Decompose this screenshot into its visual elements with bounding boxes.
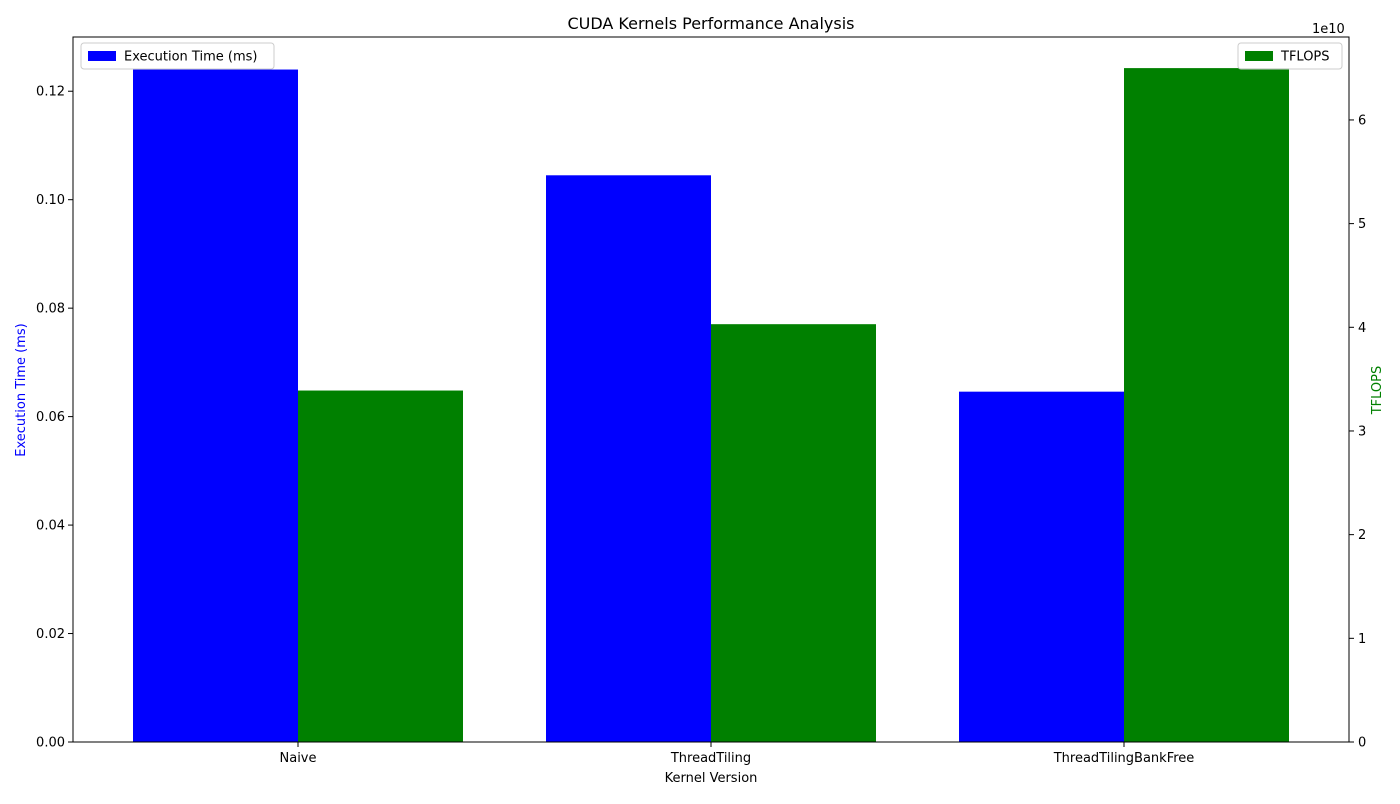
x-axis-label: Kernel Version [665,771,758,786]
right-tick-label: 6 [1358,113,1366,128]
left-tick-label: 0.08 [36,302,65,317]
chart-title: CUDA Kernels Performance Analysis [567,14,854,33]
legend-swatch [1245,51,1273,61]
bar-tflops-naive [298,390,463,742]
x-tick-label: ThreadTiling [670,751,751,766]
left-tick-label: 0.00 [36,736,65,751]
right-tick-label: 2 [1358,528,1366,543]
bar-execution-time-threadtilingbankfree [959,391,1124,742]
right-axis-label: TFLOPS [1370,366,1385,416]
legend-label: TFLOPS [1280,50,1330,65]
right-axis-ticks: 0 1 2 3 4 5 6 [1349,113,1366,751]
left-tick-label: 0.10 [36,193,65,208]
left-tick-label: 0.04 [36,519,65,534]
right-axis-offset-label: 1e10 [1312,22,1345,37]
right-tick-label: 0 [1358,736,1366,751]
right-tick-label: 4 [1358,321,1366,336]
right-tick-label: 1 [1358,632,1366,647]
x-axis-ticks: Naive ThreadTiling ThreadTilingBankFree [280,742,1195,766]
plot-frame [72,36,1350,743]
right-tick-label: 3 [1358,424,1366,439]
left-tick-label: 0.02 [36,627,65,642]
right-tick-label: 5 [1358,217,1366,232]
bar-tflops-threadtiling [711,324,876,742]
left-axis-ticks: 0.00 0.02 0.04 0.06 0.08 0.10 0.12 [36,85,73,751]
x-tick-label: ThreadTilingBankFree [1053,751,1195,766]
legend-frame [80,42,275,70]
legend-label: Execution Time (ms) [124,50,257,65]
x-tick-label: Naive [280,751,317,766]
legend-execution-time: Execution Time (ms) [80,42,275,70]
bar-tflops-threadtilingbankfree [1124,68,1289,742]
bars-group [133,68,1289,743]
legend-frame [1237,42,1343,70]
left-axis-label: Execution Time (ms) [14,323,29,456]
bar-execution-time-naive [133,69,298,743]
legend-swatch [88,51,116,61]
left-tick-label: 0.06 [36,410,65,425]
bar-execution-time-threadtiling [546,175,711,743]
left-tick-label: 0.12 [36,85,65,100]
legend-tflops: TFLOPS [1237,42,1343,70]
